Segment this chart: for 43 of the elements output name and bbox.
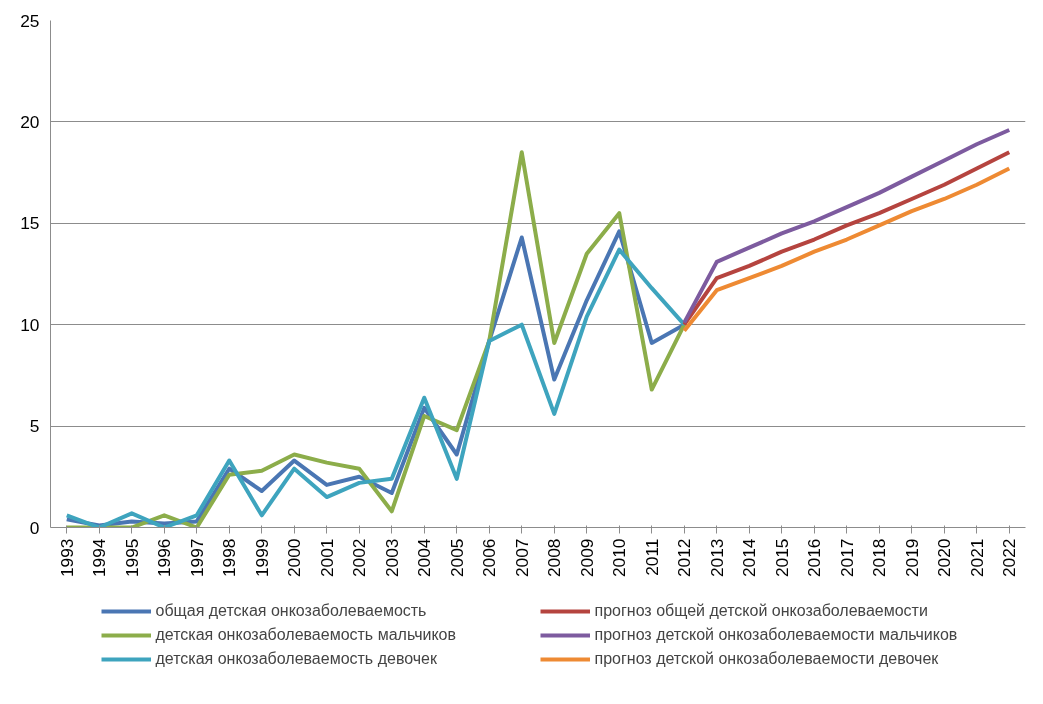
legend-label: детская онкозаболеваемость девочек	[155, 650, 438, 668]
x-tick-label: 2013	[706, 538, 727, 578]
x-tick-label: 2012	[674, 538, 695, 578]
y-tick-label: 20	[20, 111, 40, 132]
legend-label: прогноз детской онкозаболеваемости девочек	[594, 650, 940, 668]
y-tick-label: 0	[29, 517, 40, 538]
x-tick-label: 2002	[349, 538, 370, 578]
x-tick-label: 1999	[251, 538, 272, 578]
x-tick-label: 2007	[511, 538, 532, 578]
x-tick-label: 2015	[771, 538, 792, 578]
y-tick-label: 10	[20, 314, 40, 335]
x-tick-label: 2000	[284, 538, 305, 578]
x-tick-label: 2022	[999, 538, 1020, 578]
legend-label: общая детская онкозаболеваемость	[155, 602, 428, 620]
x-tick-label: 2008	[544, 538, 565, 578]
legend-label: прогноз общей детской онкозаболеваемости	[594, 602, 929, 620]
x-tick-label: 1996	[154, 538, 175, 578]
legend-label: детская онкозаболеваемость мальчиков	[155, 626, 457, 644]
x-tick-label: 2018	[869, 538, 890, 578]
x-tick-label: 2010	[609, 538, 630, 578]
x-tick-label: 2016	[804, 538, 825, 578]
x-tick-label: 1994	[89, 538, 110, 578]
x-tick-label: 2017	[836, 538, 857, 578]
line-series	[64, 150, 687, 528]
x-tick-label: 1995	[121, 538, 142, 578]
y-tick-label: 5	[29, 416, 40, 437]
x-tick-label: 2009	[576, 538, 597, 578]
x-tick-label: 1998	[219, 538, 240, 578]
x-tick-label: 2006	[479, 538, 500, 578]
x-tick-label: 2014	[739, 538, 760, 578]
y-tick-label: 25	[20, 10, 40, 31]
x-tick-label: 2019	[901, 538, 922, 578]
x-tick-label: 2003	[381, 538, 402, 578]
x-tick-label: 1993	[56, 538, 77, 578]
x-tick-label: 2011	[641, 538, 662, 576]
x-tick-label: 2001	[316, 538, 337, 578]
legend-label: прогноз детской онкозаболеваемости мальчиков	[594, 626, 959, 644]
x-tick-label: 2020	[934, 538, 955, 578]
y-tick-label: 15	[20, 213, 40, 234]
x-tick-label: 2005	[446, 538, 467, 578]
x-tick-label: 1997	[186, 538, 207, 578]
x-tick-label: 2021	[966, 538, 987, 578]
x-tick-label: 2004	[414, 538, 435, 578]
